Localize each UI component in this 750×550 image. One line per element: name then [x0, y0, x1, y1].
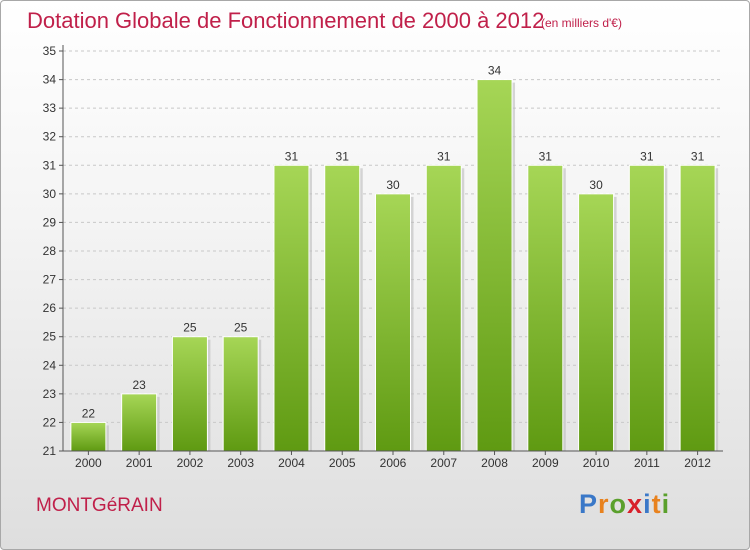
bar-2000 — [70, 421, 107, 452]
bar-2010 — [578, 193, 615, 452]
y-tick-label: 30 — [43, 187, 57, 201]
logo-letter: x — [627, 489, 644, 519]
y-tick-label: 21 — [43, 444, 57, 458]
x-tick-label-2008: 2008 — [481, 456, 508, 470]
data-label-2007: 31 — [437, 149, 451, 163]
bar-2007 — [425, 164, 462, 452]
bar-2001 — [121, 393, 158, 452]
y-tick-label: 23 — [43, 387, 57, 401]
logo-letter: i — [661, 489, 671, 519]
y-tick-label: 31 — [43, 158, 57, 172]
chart-title: Dotation Globale de Fonctionnement de 20… — [27, 8, 545, 33]
bars: 22 23 25 25 31 31 30 31 34 31 30 31 31 — [70, 64, 719, 452]
x-tick-label-2006: 2006 — [380, 456, 407, 470]
data-label-2011: 31 — [640, 149, 654, 163]
data-label-2002: 25 — [183, 321, 197, 335]
y-tick-label: 33 — [43, 101, 57, 115]
logo-letter: P — [579, 489, 599, 519]
data-label-2005: 31 — [336, 149, 350, 163]
y-tick-label: 22 — [43, 415, 57, 429]
x-tick-label-2001: 2001 — [126, 456, 153, 470]
y-tick-label: 28 — [43, 244, 57, 258]
x-tick-label-2012: 2012 — [684, 456, 711, 470]
data-label-2000: 22 — [82, 406, 96, 420]
bar-2012 — [679, 164, 716, 452]
data-label-2003: 25 — [234, 321, 248, 335]
x-tick-label-2011: 2011 — [634, 456, 660, 470]
bar-2008 — [476, 79, 513, 452]
x-tick-label-2010: 2010 — [583, 456, 610, 470]
y-tick-label: 29 — [43, 215, 57, 229]
data-label-2001: 23 — [132, 378, 146, 392]
x-tick-label-2002: 2002 — [177, 456, 204, 470]
logo-letter: o — [609, 489, 628, 519]
logo-letter: i — [643, 489, 652, 519]
y-tick-label: 32 — [43, 130, 57, 144]
x-tick-label-2003: 2003 — [227, 456, 254, 470]
data-label-2008: 34 — [488, 64, 502, 78]
bar-2002 — [171, 336, 208, 452]
bar-2004 — [273, 164, 310, 452]
data-label-2010: 30 — [589, 178, 603, 192]
x-tick-label-2007: 2007 — [430, 456, 457, 470]
bar-2005 — [324, 164, 361, 452]
data-label-2009: 31 — [539, 149, 553, 163]
y-tick-label: 25 — [43, 330, 57, 344]
y-tick-label: 35 — [43, 44, 57, 58]
x-tick-label-2004: 2004 — [278, 456, 305, 470]
data-label-2004: 31 — [285, 149, 299, 163]
data-label-2012: 31 — [691, 149, 705, 163]
bar-2003 — [222, 336, 259, 452]
y-tick-label: 34 — [43, 73, 57, 87]
x-tick-label-2000: 2000 — [75, 456, 102, 470]
y-tick-label: 24 — [43, 358, 57, 372]
chart-subtitle: (en milliers d'€) — [541, 16, 622, 30]
bar-2009 — [527, 164, 564, 452]
proxiti-logo[interactable]: Proxiti — [579, 489, 670, 520]
axes: 21 22 23 24 25 26 27 28 29 30 31 32 33 34 35 2000 2001 20… — [43, 44, 723, 470]
bar-2011 — [628, 164, 665, 452]
x-tick-label-2005: 2005 — [329, 456, 356, 470]
y-tick-label: 27 — [43, 273, 57, 287]
x-tick-label-2009: 2009 — [532, 456, 559, 470]
bar-2006 — [375, 193, 411, 452]
commune-name: MONTGéRAIN — [36, 495, 163, 516]
logo-letter: r — [598, 489, 610, 519]
logo-letter: t — [651, 489, 662, 519]
data-label-2006: 30 — [386, 178, 400, 192]
y-tick-label: 26 — [43, 301, 57, 315]
